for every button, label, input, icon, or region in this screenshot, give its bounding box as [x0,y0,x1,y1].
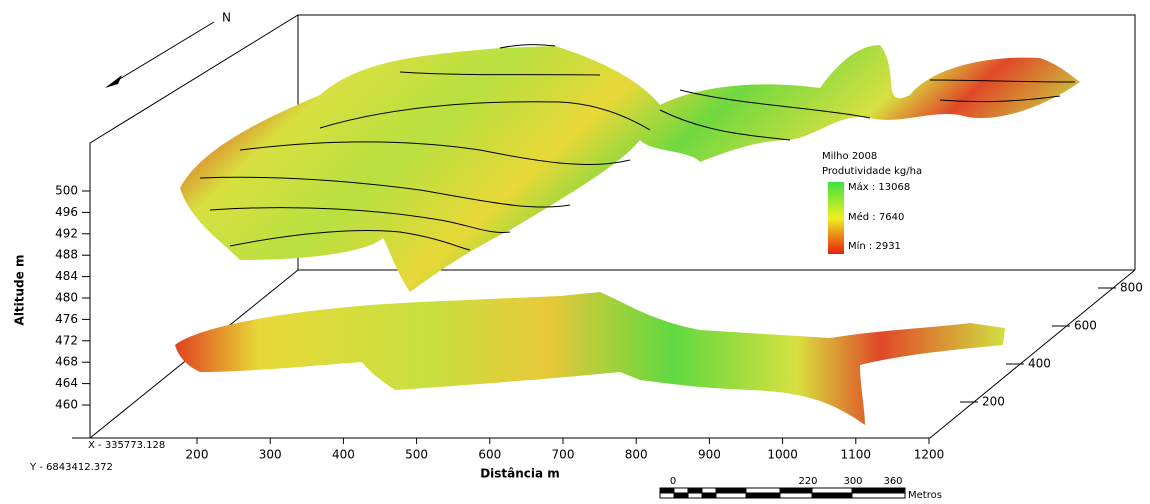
distance-tick-label: 500 [405,448,428,462]
altitude-tick-label: 500 [55,184,78,198]
distance-tick-label: 300 [259,448,282,462]
altitude-tick-label: 476 [55,312,78,326]
legend-mean: Méd : 7640 [848,211,904,223]
legend-min: Mín : 2931 [848,240,901,252]
scale-bar: Metros 0 220 300 360 [660,476,942,501]
distance-tick-label: 600 [478,448,501,462]
altitude-tick-label: 488 [55,248,78,262]
distance-tick-label: 700 [552,448,575,462]
distance-tick-label: 900 [698,448,721,462]
altitude-tick-label: 472 [55,333,78,347]
scale-tick-label: 0 [670,476,676,487]
distance-ticks: 200 300 400 500 600 700 800 900 1000 1100 1200 [186,438,945,462]
altitude-tick-label: 496 [55,205,78,219]
scale-unit: Metros [908,490,942,501]
scale-tick-label: 220 [798,476,817,487]
compass-label: N [222,11,231,25]
altitude-tick-label: 468 [55,355,78,369]
distance-tick-label: 1200 [914,448,945,462]
depth-tick-label: 200 [982,395,1005,409]
altitude-tick-label: 484 [55,269,78,283]
depth-tick-label: 400 [1028,357,1051,371]
compass: N [105,11,231,89]
altitude-ticks: 500 496 492 488 484 480 476 472 468 464 460 [55,184,90,412]
origin-y: Y - 6843412.372 [29,462,113,473]
lower-field [175,292,1005,425]
altitude-tick-label: 464 [55,376,78,390]
distance-axis-label: Distância m [480,467,560,481]
altitude-axis-label: Altitude m [13,255,27,326]
legend-title: Milho 2008 [822,151,877,162]
legend-max: Máx : 13068 [848,181,910,193]
scale-tick-label: 300 [843,476,862,487]
map-view: N 500 496 492 488 484 480 476 472 468 464 460 Alti… [0,0,1150,504]
depth-tick-label: 600 [1074,319,1097,333]
distance-tick-label: 200 [186,448,209,462]
distance-tick-label: 400 [332,448,355,462]
legend-subtitle: Produtividade kg/ha [822,166,922,177]
altitude-tick-label: 492 [55,226,78,240]
distance-tick-label: 800 [625,448,648,462]
upper-field [180,45,1080,292]
distance-tick-label: 1000 [767,448,798,462]
depth-tick-label: 800 [1120,281,1143,295]
legend: Milho 2008 Produtividade kg/ha Máx : 130… [822,151,922,254]
altitude-tick-label: 460 [55,398,78,412]
legend-color-ramp [828,182,844,254]
scale-tick-label: 360 [883,476,902,487]
origin-x: X - 335773.128 [88,440,165,451]
altitude-tick-label: 480 [55,291,78,305]
distance-tick-label: 1100 [841,448,872,462]
